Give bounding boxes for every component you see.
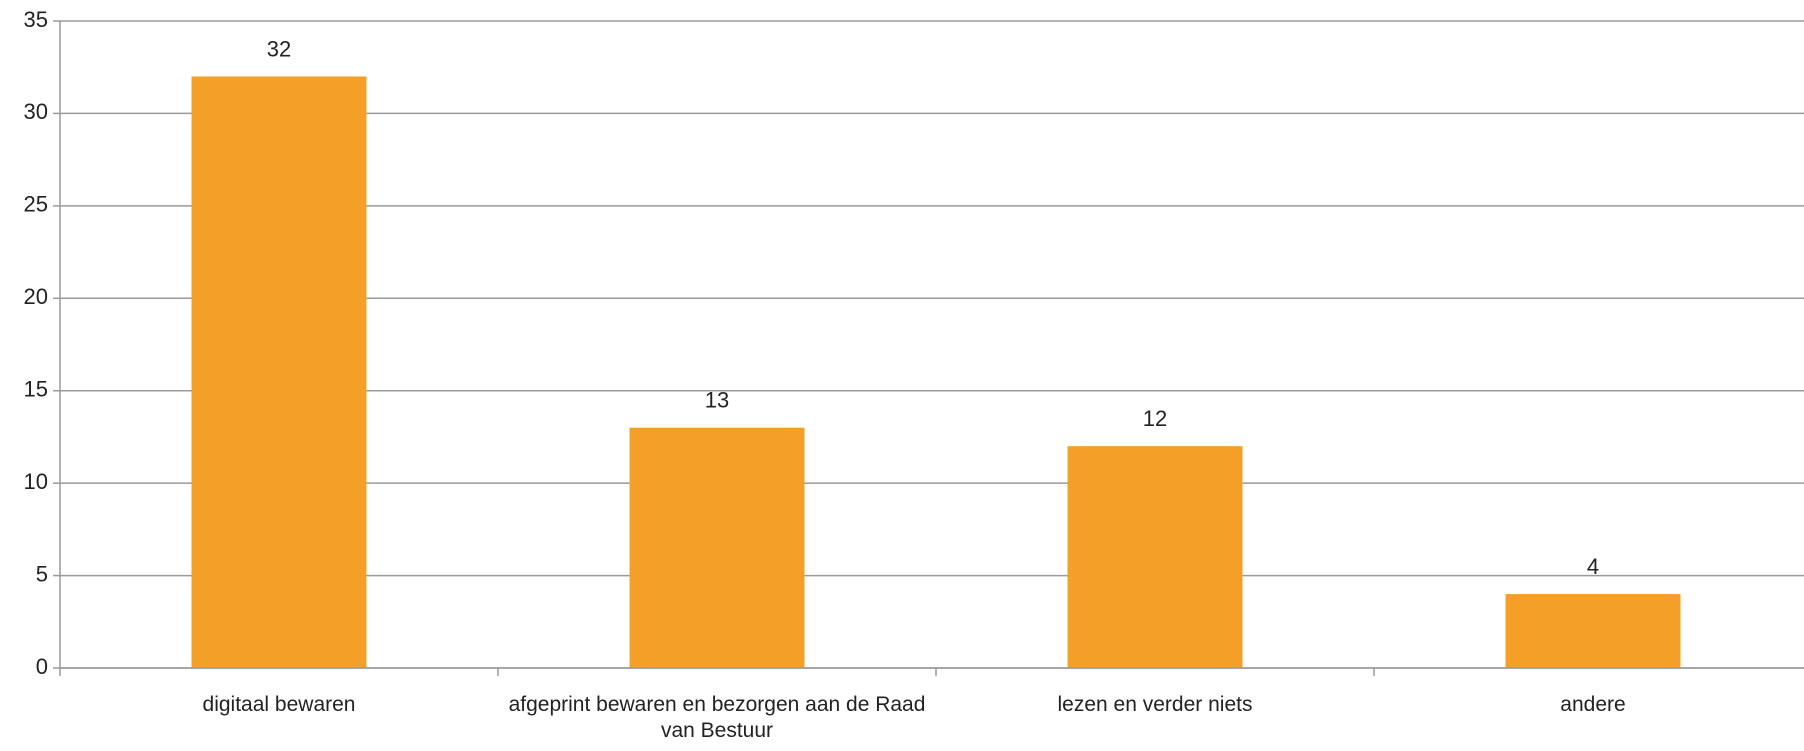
value-label: 12	[1143, 406, 1167, 431]
y-tick-label: 5	[36, 561, 48, 586]
bar	[1067, 446, 1243, 668]
bar	[1505, 594, 1681, 668]
x-label-box: digitaal bewaren	[202, 693, 356, 716]
x-tick-label: afgeprint bewaren en bezorgen aan de Raa…	[508, 693, 926, 742]
bar	[191, 76, 367, 668]
x-tick-label: digitaal bewaren	[202, 693, 356, 716]
value-label: 13	[705, 387, 729, 412]
value-label: 32	[267, 36, 291, 61]
bar	[629, 427, 805, 668]
y-tick-label: 10	[24, 469, 48, 494]
x-label-box: afgeprint bewaren en bezorgen aan de Raa…	[508, 693, 926, 742]
x-tick-label: andere	[1560, 693, 1626, 716]
y-tick-label: 30	[24, 99, 48, 124]
value-label: 4	[1587, 554, 1599, 579]
x-tick-label: lezen en verder niets	[1057, 693, 1253, 716]
y-tick-label: 0	[36, 654, 48, 679]
y-tick-label: 15	[24, 377, 48, 402]
y-tick-label: 25	[24, 192, 48, 217]
y-tick-label: 35	[24, 7, 48, 32]
y-tick-label: 20	[24, 284, 48, 309]
x-label-box: lezen en verder niets	[1057, 693, 1253, 716]
x-label-box: andere	[1560, 693, 1626, 716]
